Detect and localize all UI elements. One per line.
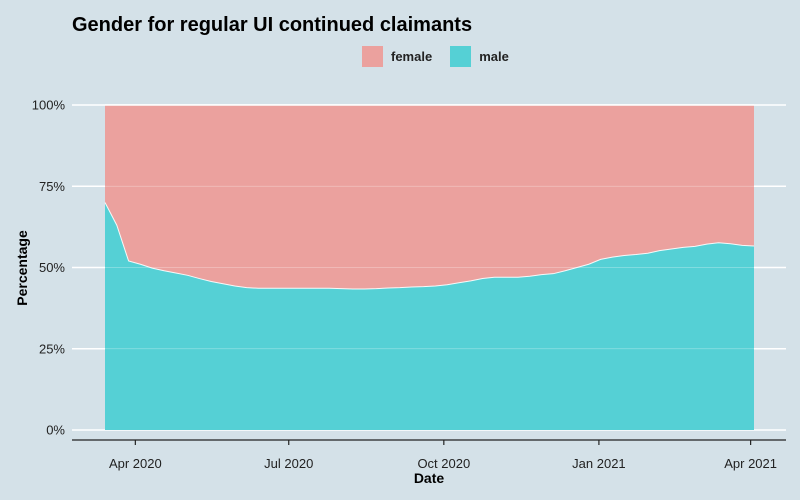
x-tick-label: Oct 2020 [417, 456, 470, 471]
legend-item-male: male [450, 46, 509, 67]
area-male [105, 202, 754, 430]
chart-title: Gender for regular UI continued claimant… [72, 14, 473, 36]
x-tick-label: Jul 2020 [264, 456, 313, 471]
y-tick-label: 50% [39, 260, 65, 275]
x-tick-label: Apr 2020 [109, 456, 162, 471]
area-female [105, 105, 754, 289]
legend-swatch-female [362, 46, 383, 67]
x-axis-title: Date [413, 470, 445, 486]
legend-label-male: male [479, 49, 509, 64]
x-tick-label: Jan 2021 [572, 456, 626, 471]
legend-item-female: female [362, 46, 432, 67]
legend: female male [362, 46, 527, 67]
series-boundary-line [104, 202, 755, 290]
y-tick-label: 25% [39, 341, 65, 356]
y-tick-label: 100% [32, 98, 66, 113]
axis-layer: 0% 25% 50% 75% 100% Apr 2020 Jul 2020 Oct 2020 J… [32, 98, 786, 471]
area-layer [104, 104, 755, 430]
legend-swatch-male [450, 46, 472, 67]
y-tick-label: 0% [46, 423, 65, 438]
x-tick-label: Apr 2021 [724, 456, 777, 471]
legend-label-female: female [391, 49, 433, 64]
y-tick-label: 75% [39, 179, 65, 194]
